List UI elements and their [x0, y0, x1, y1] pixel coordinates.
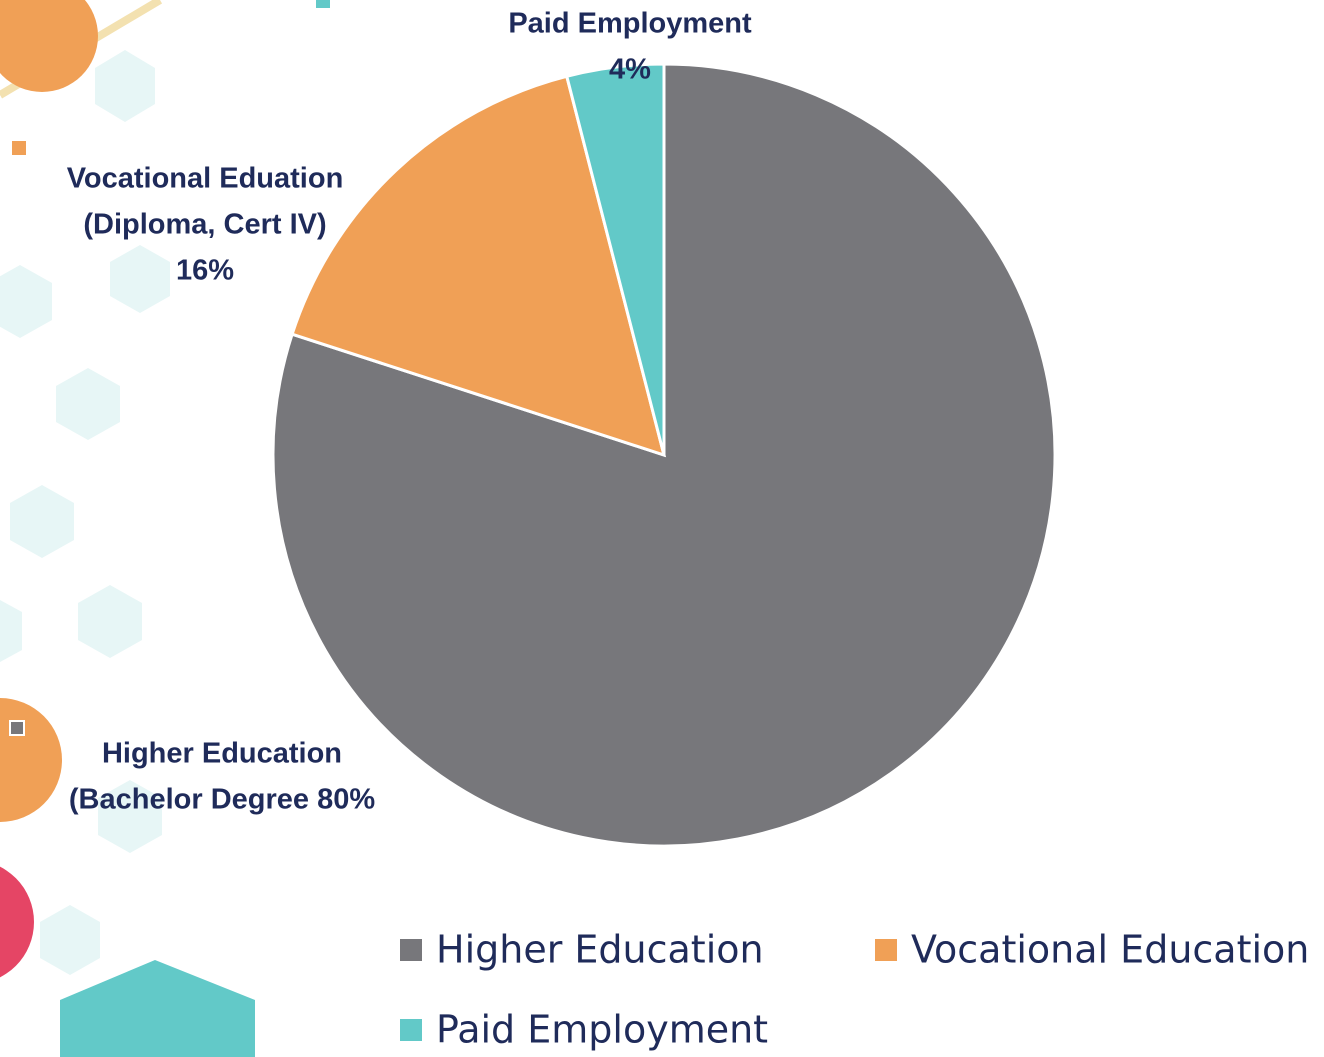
pie-slice: [564, 62, 666, 456]
data-labels: Higher Education (Bachelor Degree 80% Voca…: [9, 0, 752, 816]
pie: [271, 62, 1057, 848]
legend-label: Higher Education: [436, 928, 764, 972]
data-label: 16%: [176, 255, 234, 287]
label-key: [316, 0, 330, 8]
legend-swatch: [400, 939, 422, 961]
label-key: [12, 141, 26, 155]
legend: Higher Education Vocational Education Paid…: [400, 928, 1309, 1052]
data-label: Higher Education: [102, 738, 342, 770]
legend-label: Vocational Education: [911, 928, 1309, 972]
background-decoration: [0, 0, 255, 1057]
data-label: (Bachelor Degree 80%: [69, 784, 375, 816]
data-label: 4%: [609, 54, 651, 86]
data-label: Vocational Eduation: [67, 163, 344, 195]
legend-swatch: [875, 939, 897, 961]
legend-swatch: [400, 1019, 422, 1041]
data-label: (Diploma, Cert IV): [83, 209, 326, 241]
legend-label: Paid Employment: [436, 1008, 768, 1052]
label-key: [9, 720, 25, 736]
data-label: Paid Employment: [508, 8, 752, 40]
pie-slice: [290, 74, 667, 458]
